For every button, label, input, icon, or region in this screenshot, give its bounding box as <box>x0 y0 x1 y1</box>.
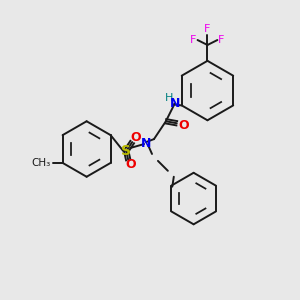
Text: F: F <box>204 24 211 34</box>
Text: F: F <box>190 35 196 45</box>
Text: N: N <box>169 97 180 110</box>
Text: S: S <box>121 144 131 158</box>
Text: F: F <box>218 35 225 45</box>
Text: CH₃: CH₃ <box>32 158 51 168</box>
Text: O: O <box>131 130 142 144</box>
Text: O: O <box>125 158 136 171</box>
Text: O: O <box>178 119 189 132</box>
Text: H: H <box>165 94 173 103</box>
Text: N: N <box>141 136 151 150</box>
